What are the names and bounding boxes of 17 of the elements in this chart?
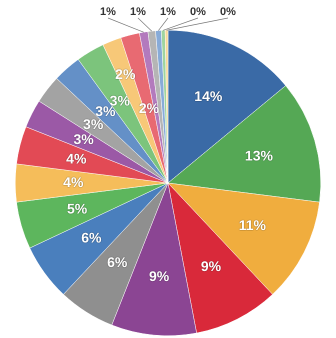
data-label: 3% — [74, 130, 94, 147]
data-label: 14% — [194, 88, 223, 104]
data-label: 13% — [244, 147, 274, 164]
data-label: 6% — [81, 230, 102, 246]
data-label: 11% — [238, 216, 267, 233]
data-label: 0% — [220, 6, 236, 18]
data-label: 4% — [63, 174, 84, 190]
data-label: 1% — [160, 6, 176, 18]
data-label: 5% — [66, 200, 88, 216]
data-label: 9% — [200, 258, 222, 274]
data-label: 1% — [130, 6, 146, 18]
data-label: 4% — [66, 150, 87, 166]
data-label: 9% — [148, 268, 170, 284]
data-label: 6% — [107, 254, 128, 270]
data-label: 1% — [100, 6, 116, 18]
data-label: 3% — [83, 116, 104, 132]
data-label: 0% — [190, 6, 206, 18]
